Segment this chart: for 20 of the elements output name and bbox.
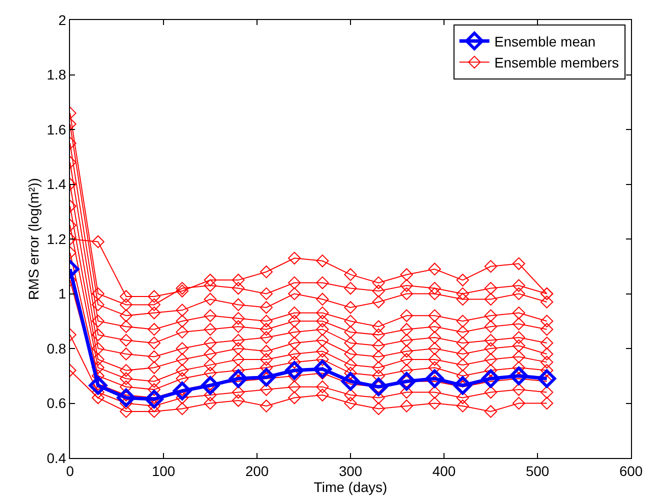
y-tick-label: 1.4 (46, 176, 66, 192)
y-tick-label: 2 (58, 12, 66, 28)
y-tick-label: 1.6 (46, 121, 66, 138)
x-tick-label: 200 (245, 462, 269, 479)
y-tick-label: 0.4 (46, 450, 66, 466)
y-tick-label: 0.6 (46, 395, 66, 412)
x-tick-label: 600 (619, 462, 643, 479)
x-tick-label: 300 (338, 462, 362, 479)
y-tick-label: 1 (58, 286, 66, 302)
x-tick-label: 100 (152, 462, 176, 479)
y-axis-title: RMS error (log(m²)) (25, 178, 42, 300)
y-tick-label: 1.8 (46, 66, 66, 83)
x-tick-label: 0 (66, 462, 74, 479)
x-tick-label: 500 (526, 462, 550, 479)
x-tick-label: 400 (432, 462, 456, 479)
y-tick-label: 0.8 (46, 340, 66, 356)
legend-label: Ensemble mean (494, 33, 596, 50)
x-axis-title: Time (days) (314, 478, 388, 495)
y-tick-label: 1.2 (46, 230, 66, 247)
legend-label: Ensemble members (494, 54, 619, 71)
